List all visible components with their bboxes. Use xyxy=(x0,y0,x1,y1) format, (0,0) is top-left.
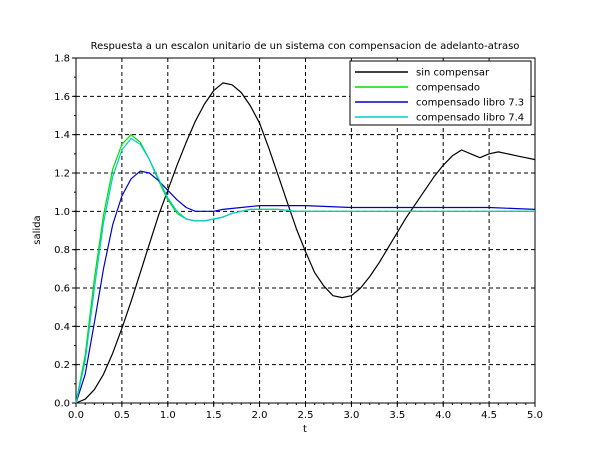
y-tick-label: 0.6 xyxy=(54,284,70,295)
x-tick-label: 3.0 xyxy=(343,410,359,421)
legend-label-3: compensado libro 7.4 xyxy=(416,113,524,124)
legend-label-1: compensado xyxy=(416,83,480,94)
series-line-0 xyxy=(75,82,536,404)
y-tick-label: 1.4 xyxy=(54,130,70,141)
x-tick-label: 4.5 xyxy=(481,410,497,421)
x-tick-label: 0.0 xyxy=(68,410,84,421)
legend: sin compensar compensado compensado libro … xyxy=(349,60,532,126)
legend-label-0: sin compensar xyxy=(416,68,490,79)
axis-ticks: 0.0 0.5 1.0 1.5 2.0 2.5 3.0 3.5 4.0 4.5 5.0 0.0 0.2 0… xyxy=(54,54,543,422)
series-line-3 xyxy=(75,137,535,404)
x-tick-label: 0.5 xyxy=(114,410,130,421)
y-tick-label: 0.2 xyxy=(54,360,70,371)
y-tick-label: 1.0 xyxy=(54,207,70,218)
y-tick-label: 1.6 xyxy=(54,92,70,103)
chart-title: Respuesta a un escalon unitario de un si… xyxy=(91,41,520,52)
x-tick-label: 5.0 xyxy=(527,410,543,421)
x-tick-label: 4.0 xyxy=(435,410,451,421)
y-tick-label: 1.8 xyxy=(54,54,70,65)
y-axis-label: salida xyxy=(32,215,43,244)
x-tick-label: 1.5 xyxy=(206,410,222,421)
series-lines xyxy=(75,82,536,404)
y-tick-label: 1.2 xyxy=(54,169,70,180)
y-tick-label: 0.0 xyxy=(54,399,70,410)
y-tick-label: 0.8 xyxy=(54,245,70,256)
series-line-2 xyxy=(75,170,536,404)
x-tick-label: 2.0 xyxy=(252,410,268,421)
x-tick-label: 1.0 xyxy=(160,410,176,421)
x-tick-label: 3.5 xyxy=(389,410,405,421)
x-tick-label: 2.5 xyxy=(298,410,314,421)
legend-label-2: compensado libro 7.3 xyxy=(416,98,524,109)
x-axis-label: t xyxy=(303,424,307,435)
y-tick-label: 0.4 xyxy=(54,322,70,333)
